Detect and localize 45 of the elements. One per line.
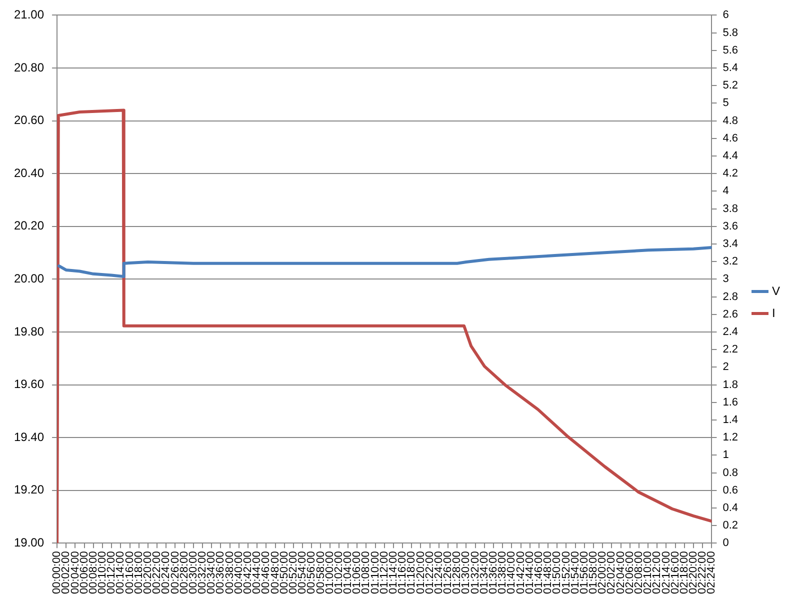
y2-tick-label: 0.4 bbox=[722, 502, 738, 514]
y2-tick-label: 1.4 bbox=[722, 414, 738, 426]
y2-tick-label: 3 bbox=[722, 273, 729, 286]
y-tick-label: 19.20 bbox=[14, 482, 44, 497]
y-tick-label: 19.40 bbox=[14, 430, 44, 444]
legend-label: V bbox=[772, 284, 780, 298]
y2-tick-label: 0.2 bbox=[722, 520, 738, 532]
y-tick-label: 20.40 bbox=[14, 166, 44, 180]
y2-tick-label: 3.2 bbox=[722, 256, 738, 268]
y2-tick-label: 1 bbox=[722, 449, 729, 462]
y-tick-label: 20.60 bbox=[14, 113, 44, 128]
y2-tick-label: 2.2 bbox=[722, 344, 738, 356]
y2-tick-label: 3.8 bbox=[722, 202, 738, 215]
y2-tick-label: 5 bbox=[722, 97, 729, 110]
y2-tick-label: 1.6 bbox=[722, 396, 738, 408]
y-tick-label: 19.00 bbox=[14, 535, 44, 550]
y2-tick-label: 4 bbox=[722, 185, 729, 198]
y2-tick-label: 1.8 bbox=[722, 378, 738, 391]
y2-tick-label: 4.2 bbox=[722, 168, 738, 180]
y2-tick-label: 6 bbox=[722, 9, 729, 22]
y-tick-label: 19.80 bbox=[14, 324, 44, 338]
y2-tick-label: 4.4 bbox=[722, 150, 738, 162]
y2-tick-label: 4.8 bbox=[722, 114, 738, 127]
y2-tick-label: 5.8 bbox=[722, 26, 738, 39]
y2-tick-label: 5.6 bbox=[722, 44, 738, 56]
y2-tick-label: 3.4 bbox=[722, 238, 738, 250]
y2-tick-label: 3.6 bbox=[722, 220, 738, 232]
y2-tick-label: 0 bbox=[722, 537, 729, 550]
legend-label: I bbox=[772, 306, 776, 320]
y2-tick-label: 2 bbox=[722, 361, 729, 374]
y2-tick-label: 4.6 bbox=[722, 132, 738, 144]
y2-tick-label: 1.2 bbox=[722, 432, 738, 444]
y-tick-label: 19.60 bbox=[14, 377, 44, 392]
y2-tick-label: 2.4 bbox=[722, 326, 738, 338]
y-tick-label: 20.00 bbox=[14, 272, 44, 286]
y-tick-label: 21.00 bbox=[14, 8, 44, 22]
y2-tick-label: 0.6 bbox=[722, 484, 738, 496]
y2-tick-label: 2.6 bbox=[722, 308, 738, 320]
x-tick-label: 02:24:00 bbox=[706, 551, 718, 594]
y2-tick-label: 5.4 bbox=[722, 62, 738, 74]
y2-tick-label: 0.8 bbox=[722, 466, 738, 479]
y-tick-label: 20.80 bbox=[14, 60, 44, 74]
y2-tick-label: 5.2 bbox=[722, 80, 738, 92]
y-tick-label: 20.20 bbox=[14, 218, 44, 233]
y2-tick-label: 2.8 bbox=[722, 290, 738, 303]
